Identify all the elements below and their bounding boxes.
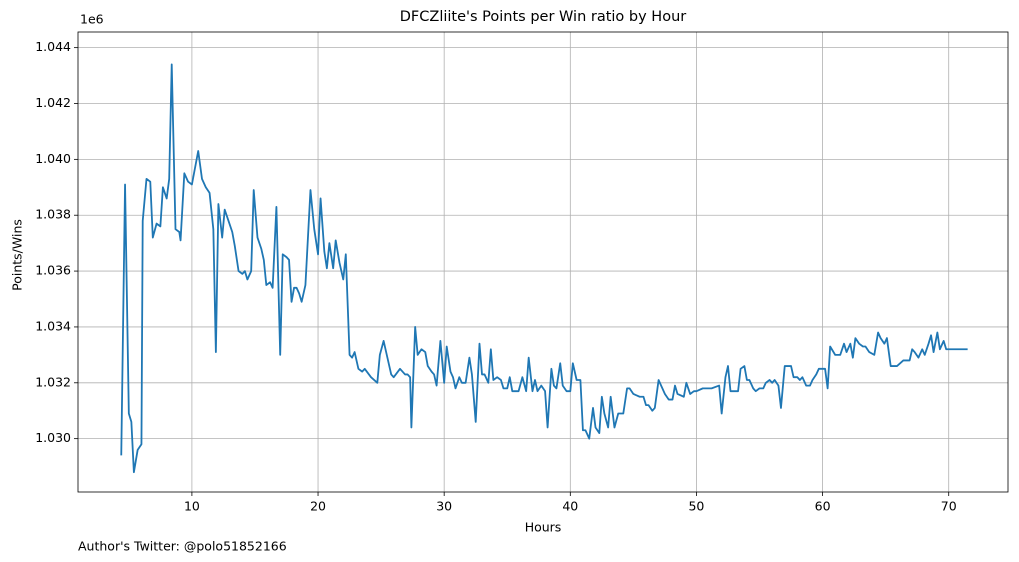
y-tick-label: 1.034 xyxy=(35,318,71,333)
x-axis-label: Hours xyxy=(525,520,562,535)
x-tick-label: 40 xyxy=(562,499,578,514)
y-tick-label: 1.044 xyxy=(35,39,71,54)
x-tick-label: 10 xyxy=(184,499,200,514)
plot-frame xyxy=(77,31,1009,493)
y-tick-label: 1.038 xyxy=(35,207,71,222)
y-tick-label: 1.042 xyxy=(35,95,71,110)
x-tick-label: 50 xyxy=(688,499,704,514)
chart-title: DFCZliite's Points per Win ratio by Hour xyxy=(400,9,687,25)
y-tick-label: 1.030 xyxy=(35,430,71,445)
y-tick-label: 1.032 xyxy=(35,374,71,389)
x-tick-label: 60 xyxy=(815,499,831,514)
y-tick-label: 1.040 xyxy=(35,151,71,166)
data-line xyxy=(120,63,968,474)
x-tick-label: 30 xyxy=(436,499,452,514)
x-tick-label: 70 xyxy=(941,499,957,514)
y-tick-label: 1.036 xyxy=(35,263,71,278)
y-offset-label: 1e6 xyxy=(80,12,104,27)
footnote: Author's Twitter: @polo51852166 xyxy=(78,539,287,554)
y-axis-label: Points/Wins xyxy=(10,219,25,291)
x-tick-label: 20 xyxy=(310,499,326,514)
